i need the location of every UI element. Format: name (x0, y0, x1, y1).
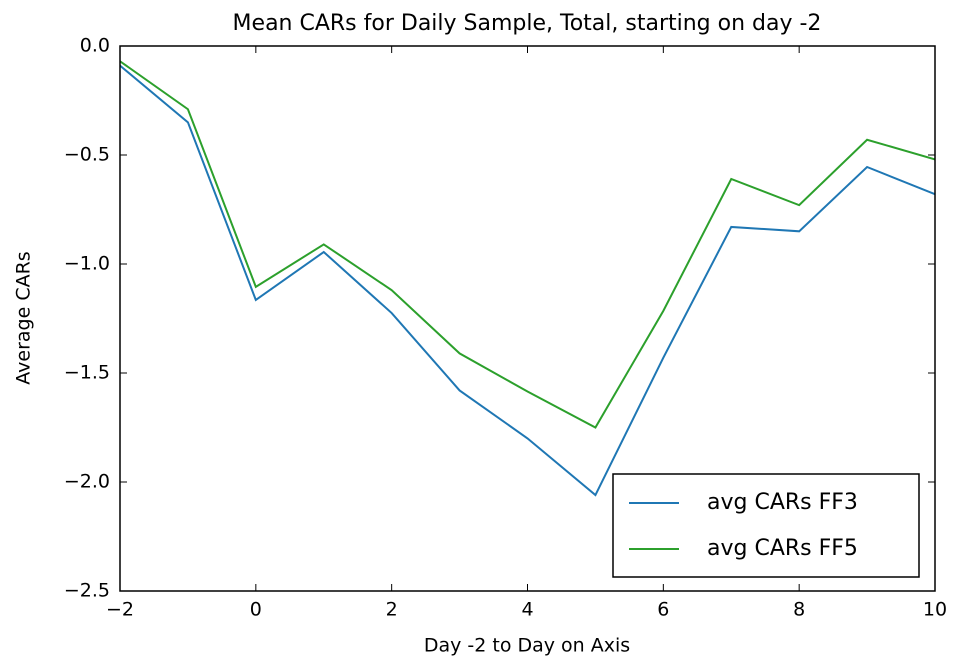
legend-label: avg CARs FF3 (707, 490, 858, 515)
y-axis-label: Average CARs (13, 251, 35, 384)
x-tick-label: 8 (793, 599, 805, 621)
y-tick-label: −0.5 (64, 144, 110, 166)
y-tick-label: −2.0 (64, 471, 110, 493)
y-tick-label: 0.0 (80, 35, 110, 57)
chart-title: Mean CARs for Daily Sample, Total, start… (233, 11, 822, 36)
x-tick-label: 10 (923, 599, 947, 621)
x-tick-label: 4 (521, 599, 533, 621)
y-tick-label: −1.0 (64, 253, 110, 275)
y-tick-label: −2.5 (64, 580, 110, 602)
legend-box (612, 473, 920, 578)
x-axis-label: Day -2 to Day on Axis (424, 635, 630, 657)
legend-label: avg CARs FF5 (707, 536, 858, 561)
data-line (120, 60, 935, 429)
x-tick-label: 2 (386, 599, 398, 621)
data-line (120, 64, 935, 497)
x-tick-label: −2 (106, 599, 134, 621)
x-tick-label: 6 (657, 599, 669, 621)
y-tick-label: −1.5 (64, 362, 110, 384)
plot-frame (119, 45, 936, 592)
x-tick-label: 0 (250, 599, 262, 621)
